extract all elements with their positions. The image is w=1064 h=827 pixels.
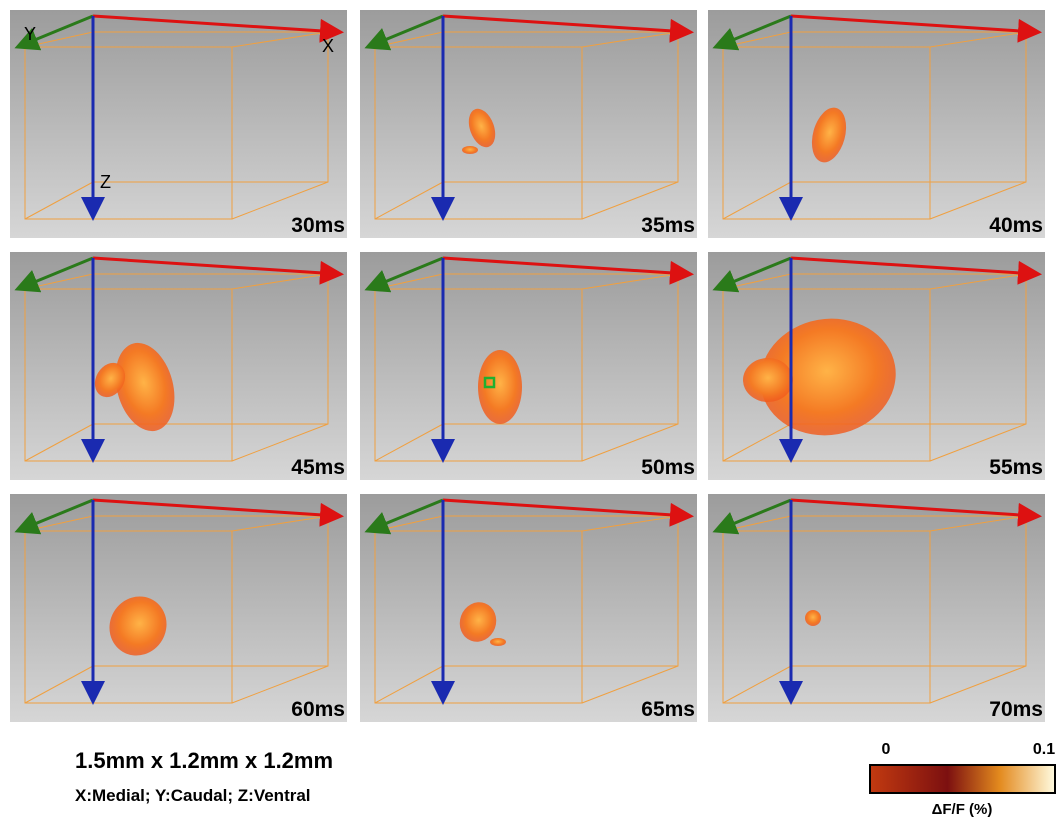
panel-background (360, 494, 697, 722)
colorbar (870, 765, 1055, 793)
time-label: 40ms (989, 214, 1043, 237)
time-label: 35ms (641, 214, 695, 237)
orientation: X:Medial; Y:Caudal; Z:Ventral (75, 786, 311, 805)
panel-background (708, 10, 1045, 238)
panel-background (10, 10, 347, 238)
time-label: 65ms (641, 698, 695, 721)
activation-blob (462, 146, 478, 154)
panel: 60ms (10, 494, 347, 722)
figure: YXZ30ms35ms40ms45ms50ms55ms60ms65ms70ms … (0, 0, 1064, 822)
activation-blob (805, 610, 821, 626)
time-label: 60ms (291, 698, 345, 721)
time-label: 70ms (989, 698, 1043, 721)
colorbar-label: ΔF/F (%) (932, 801, 993, 818)
panel: 45ms (10, 252, 347, 480)
panel-background (360, 252, 697, 480)
panel: 55ms (708, 252, 1045, 480)
panel: 40ms (708, 10, 1045, 238)
panel: 65ms (360, 494, 697, 722)
panel: 70ms (708, 494, 1045, 722)
colorbar-min: 0 (882, 741, 891, 758)
axis-label-z: Z (100, 172, 111, 192)
panel-background (10, 494, 347, 722)
panel: 35ms (360, 10, 697, 238)
activation-blob (490, 638, 506, 646)
panel-background (708, 494, 1045, 722)
axis-label-y: Y (24, 24, 36, 44)
panel-background (360, 10, 697, 238)
panel: Y X Z 30ms (10, 10, 347, 238)
axis-label-x: X (322, 36, 334, 56)
panel-grid: Y X Z 30ms 35ms 40ms 45ms 50ms 55ms 60ms 65ms 70ms (10, 10, 1045, 722)
dimensions: 1.5mm x 1.2mm x 1.2mm (75, 748, 333, 773)
time-label: 30ms (291, 214, 345, 237)
panel-background (10, 252, 347, 480)
time-label: 50ms (641, 456, 695, 479)
panel: 50ms (360, 252, 697, 480)
time-label: 55ms (989, 456, 1043, 479)
colorbar-max: 0.1 (1033, 741, 1055, 758)
activation-blob (743, 358, 793, 402)
time-label: 45ms (291, 456, 345, 479)
